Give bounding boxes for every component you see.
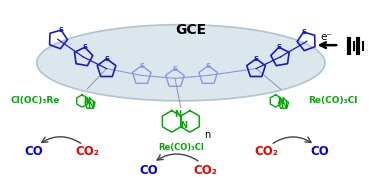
Text: N: N [277, 97, 284, 106]
Text: CO: CO [310, 145, 329, 158]
Text: N: N [281, 101, 288, 110]
Text: n: n [204, 130, 210, 140]
Text: S: S [301, 29, 306, 35]
Text: S: S [254, 56, 259, 62]
Text: Re(CO)₃Cl: Re(CO)₃Cl [308, 96, 357, 105]
Text: N: N [83, 97, 90, 106]
Text: e⁻: e⁻ [321, 32, 332, 42]
Text: GCE: GCE [175, 22, 206, 36]
Text: N: N [87, 101, 94, 110]
Text: S: S [206, 63, 211, 69]
Text: CO: CO [139, 164, 158, 177]
Text: CO₂: CO₂ [193, 164, 217, 177]
Text: S: S [172, 66, 177, 72]
Text: N: N [180, 121, 187, 130]
Text: CO₂: CO₂ [75, 145, 99, 158]
Text: N: N [174, 110, 181, 119]
Text: S: S [82, 44, 87, 50]
Text: Re(CO)₃Cl: Re(CO)₃Cl [158, 143, 204, 152]
Text: S: S [276, 44, 281, 50]
Text: S: S [104, 56, 109, 62]
Text: Cl(OC)₃Re: Cl(OC)₃Re [10, 96, 60, 105]
Ellipse shape [37, 25, 325, 101]
Text: CO₂: CO₂ [254, 145, 278, 158]
Text: S: S [59, 27, 63, 33]
Text: CO: CO [25, 145, 44, 158]
Text: S: S [139, 63, 144, 69]
